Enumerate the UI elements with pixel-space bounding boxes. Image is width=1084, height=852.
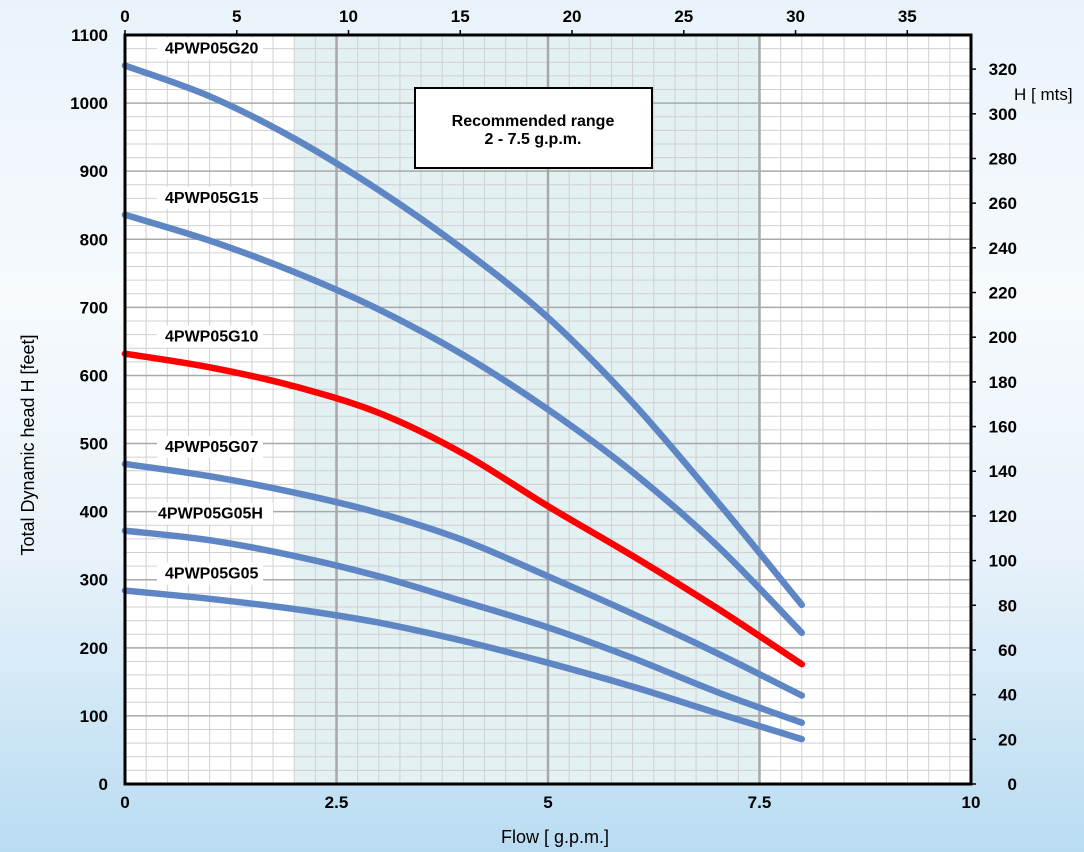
x2-tick-label: 0 bbox=[120, 7, 129, 26]
y2-tick-label: 320 bbox=[989, 60, 1017, 79]
series-line-4pwp05g05h bbox=[121, 527, 806, 726]
x2-axis-ticks: 0 5 10 15 20 25 30 35 bbox=[120, 7, 917, 35]
y2-tick-label: 60 bbox=[998, 641, 1017, 660]
curve-label-bg bbox=[157, 435, 263, 458]
y2-tick-label: 160 bbox=[989, 418, 1017, 437]
y2-axis-ticks: 0 20 40 60 80 100 120 140 160 180 200 220 240 260 280 3… bbox=[971, 60, 1017, 794]
x2-tick-label: 15 bbox=[451, 7, 470, 26]
y-axis-ticks: 0 100 200 300 400 500 600 700 800 900 1000 1100 bbox=[70, 26, 108, 794]
plot-border bbox=[123, 33, 973, 786]
y2-tick-label: 140 bbox=[989, 462, 1017, 481]
y-tick-label: 1000 bbox=[70, 94, 108, 113]
x-tick-label: 2.5 bbox=[325, 793, 349, 812]
y-tick-label: 100 bbox=[80, 707, 108, 726]
series-line-4pwp05g15 bbox=[121, 211, 806, 637]
pump-curves bbox=[121, 62, 806, 743]
series-label-4pwp05g10: 4PWP05G10 bbox=[165, 329, 258, 346]
curve-label-bg bbox=[157, 37, 263, 60]
y-tick-label: 1100 bbox=[71, 26, 108, 45]
y2-tick-label: 80 bbox=[998, 596, 1017, 615]
y2-tick-label: 0 bbox=[1008, 775, 1017, 794]
series-label-4pwp05g07: 4PWP05G07 bbox=[165, 439, 258, 456]
series-line-4pwp05g07 bbox=[121, 460, 806, 699]
y2-axis-title: H [ mts] bbox=[1014, 85, 1073, 104]
y2-tick-label: 20 bbox=[998, 730, 1017, 749]
y2-tick-label: 200 bbox=[989, 328, 1017, 347]
y-tick-label: 700 bbox=[80, 298, 108, 317]
y2-tick-label: 180 bbox=[989, 373, 1017, 392]
series-label-4pwp05g15: 4PWP05G15 bbox=[165, 190, 258, 207]
series-line-4pwp05g10 bbox=[121, 350, 806, 668]
curve-label-bg bbox=[157, 325, 263, 348]
x2-tick-label: 10 bbox=[339, 7, 358, 26]
x2-tick-label: 25 bbox=[674, 7, 693, 26]
curve-label-bg bbox=[157, 186, 263, 209]
x-tick-label: 5 bbox=[543, 793, 552, 812]
y-tick-label: 200 bbox=[80, 639, 108, 658]
y2-tick-label: 100 bbox=[989, 552, 1017, 571]
x2-tick-label: 30 bbox=[786, 7, 805, 26]
y-axis-title: Total Dynamic head H [feet] bbox=[18, 334, 38, 555]
y-tick-label: 600 bbox=[80, 366, 108, 385]
y2-tick-label: 220 bbox=[989, 284, 1017, 303]
x-tick-label: 10 bbox=[962, 793, 981, 812]
series-label-4pwp05g20: 4PWP05G20 bbox=[165, 41, 258, 58]
y-tick-label: 300 bbox=[80, 571, 108, 590]
x2-tick-label: 5 bbox=[232, 7, 241, 26]
x-tick-label: 0 bbox=[120, 793, 129, 812]
y-tick-label: 400 bbox=[80, 503, 108, 522]
series-label-4pwp05g05h: 4PWP05G05H bbox=[158, 506, 263, 523]
y2-tick-label: 300 bbox=[989, 105, 1017, 124]
series-label-4pwp05g05: 4PWP05G05 bbox=[165, 566, 258, 583]
curve-label-bg bbox=[157, 562, 263, 585]
x2-tick-label: 35 bbox=[898, 7, 917, 26]
x-axis-ticks: 0 2.5 5 7.5 10 bbox=[120, 793, 980, 812]
series-line-4pwp05g05 bbox=[121, 587, 806, 743]
y2-tick-label: 260 bbox=[989, 194, 1017, 213]
y-tick-label: 900 bbox=[80, 162, 108, 181]
x-axis-title: Flow [ g.p.m.] bbox=[501, 827, 609, 847]
recommended-range-box: Recommended range 2 - 7.5 g.p.m. bbox=[414, 87, 653, 169]
y-tick-label: 0 bbox=[99, 775, 108, 794]
series-line-4pwp05g20 bbox=[121, 62, 806, 609]
curve-label-bg bbox=[157, 502, 273, 525]
recommended-range-title: Recommended range bbox=[452, 113, 615, 130]
y2-tick-label: 120 bbox=[989, 507, 1017, 526]
y2-tick-label: 40 bbox=[998, 686, 1017, 705]
curve-labels: 4PWP05G20 4PWP05G15 4PWP05G10 4PWP05G07 4PWP… bbox=[157, 37, 273, 585]
y2-tick-label: 280 bbox=[989, 149, 1017, 168]
y-tick-label: 500 bbox=[80, 435, 108, 454]
y-tick-label: 800 bbox=[80, 230, 108, 249]
x2-tick-label: 20 bbox=[563, 7, 582, 26]
x-tick-label: 7.5 bbox=[748, 793, 772, 812]
y2-tick-label: 240 bbox=[989, 239, 1017, 258]
recommended-range-subtitle: 2 - 7.5 g.p.m. bbox=[485, 131, 582, 148]
